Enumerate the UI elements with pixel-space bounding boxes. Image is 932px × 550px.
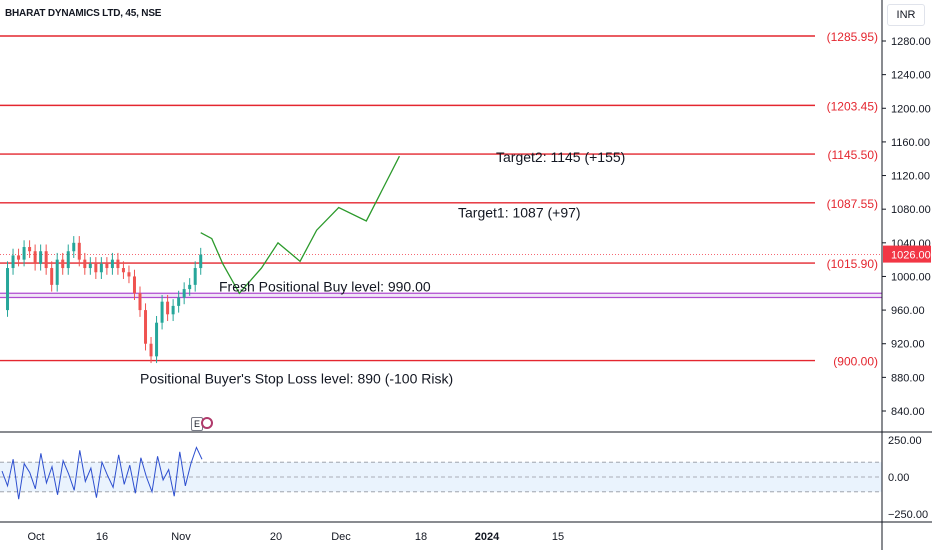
price-tick-label: 1280.00 xyxy=(891,36,931,48)
price-tick-label: 960.00 xyxy=(891,305,925,317)
time-tick-label: Dec xyxy=(331,531,351,543)
candle-body xyxy=(116,259,120,269)
candle-body xyxy=(166,301,170,315)
level-label: (900.00) xyxy=(833,355,878,369)
candle-body xyxy=(149,343,153,357)
time-tick-label: 18 xyxy=(415,531,427,543)
annotation-label: Target1: 1087 (+97) xyxy=(458,205,581,221)
candle-body xyxy=(188,284,192,290)
candle-body xyxy=(127,272,131,277)
candle-body xyxy=(33,251,37,264)
level-label: (1087.55) xyxy=(827,197,878,211)
candle-body xyxy=(88,263,92,269)
candle-body xyxy=(55,259,59,285)
price-tick-label: 1240.00 xyxy=(891,70,931,82)
price-tick-label: 1160.00 xyxy=(891,137,930,149)
price-tick-label: 1080.00 xyxy=(891,204,931,216)
candle-body xyxy=(182,289,186,298)
annotation-label: Positional Buyer's Stop Loss level: 890 … xyxy=(140,370,453,386)
candle-body xyxy=(11,255,15,269)
buy-band-fill xyxy=(0,293,882,298)
candle-body xyxy=(110,259,114,269)
candle-body xyxy=(77,242,81,260)
candle-body xyxy=(44,251,48,269)
osc-tick-label: 250.00 xyxy=(888,435,922,447)
time-tick-label: 20 xyxy=(270,531,282,543)
candle-body xyxy=(66,251,70,269)
candle-body xyxy=(105,263,109,269)
time-tick-label: Oct xyxy=(27,531,44,543)
level-label: (1145.50) xyxy=(828,148,878,162)
level-label: (1203.45) xyxy=(827,99,878,113)
osc-tick-label: 0.00 xyxy=(888,472,909,484)
candle-body xyxy=(6,268,10,311)
candle-body xyxy=(17,255,21,260)
candle-body xyxy=(171,305,175,315)
candle-body xyxy=(177,297,181,306)
candle-body xyxy=(83,259,87,269)
candle-body xyxy=(50,268,54,285)
last-price-label: 1026.00 xyxy=(891,250,931,262)
candle-body xyxy=(160,301,164,323)
candle-body xyxy=(72,242,76,252)
candle-body xyxy=(39,251,43,264)
price-tick-label: 1000.00 xyxy=(891,271,931,283)
candle-body xyxy=(132,276,136,294)
earnings-marker-icon[interactable]: E xyxy=(191,417,203,431)
event-ring-icon xyxy=(201,417,213,429)
candle-body xyxy=(121,268,125,273)
time-tick-label: 2024 xyxy=(475,531,500,543)
candle-body xyxy=(144,310,148,344)
oscillator-line[interactable] xyxy=(1,446,203,500)
candle-body xyxy=(99,263,103,273)
candle-body xyxy=(199,254,203,269)
annotation-label: Target2: 1145 (+155) xyxy=(496,149,625,165)
candle-body xyxy=(22,247,26,260)
candle-body xyxy=(61,259,65,269)
candle-body xyxy=(94,263,98,273)
projection-path[interactable] xyxy=(200,155,401,295)
candle-body xyxy=(155,322,159,357)
price-tick-label: 920.00 xyxy=(891,339,925,351)
candle-body xyxy=(28,247,32,252)
level-label: (1015.90) xyxy=(827,257,878,271)
price-tick-label: 840.00 xyxy=(891,406,925,418)
candle-body xyxy=(138,293,142,311)
price-tick-label: 1200.00 xyxy=(891,103,931,115)
time-tick-label: 16 xyxy=(96,531,108,543)
time-tick-label: Nov xyxy=(171,531,191,543)
time-tick-label: 15 xyxy=(552,531,564,543)
last-price-tag xyxy=(883,245,931,263)
symbol-title: BHARAT DYNAMICS LTD, 45, NSE xyxy=(5,8,162,19)
price-tick-label: 1120.00 xyxy=(891,171,930,183)
level-label: (1285.95) xyxy=(827,30,878,44)
currency-selector[interactable]: INR xyxy=(887,4,925,26)
osc-tick-label: −250.00 xyxy=(888,509,928,521)
price-tick-label: 880.00 xyxy=(891,372,925,384)
annotation-label: Fresh Positional Buy level: 990.00 xyxy=(219,279,431,295)
candle-body xyxy=(193,268,197,285)
